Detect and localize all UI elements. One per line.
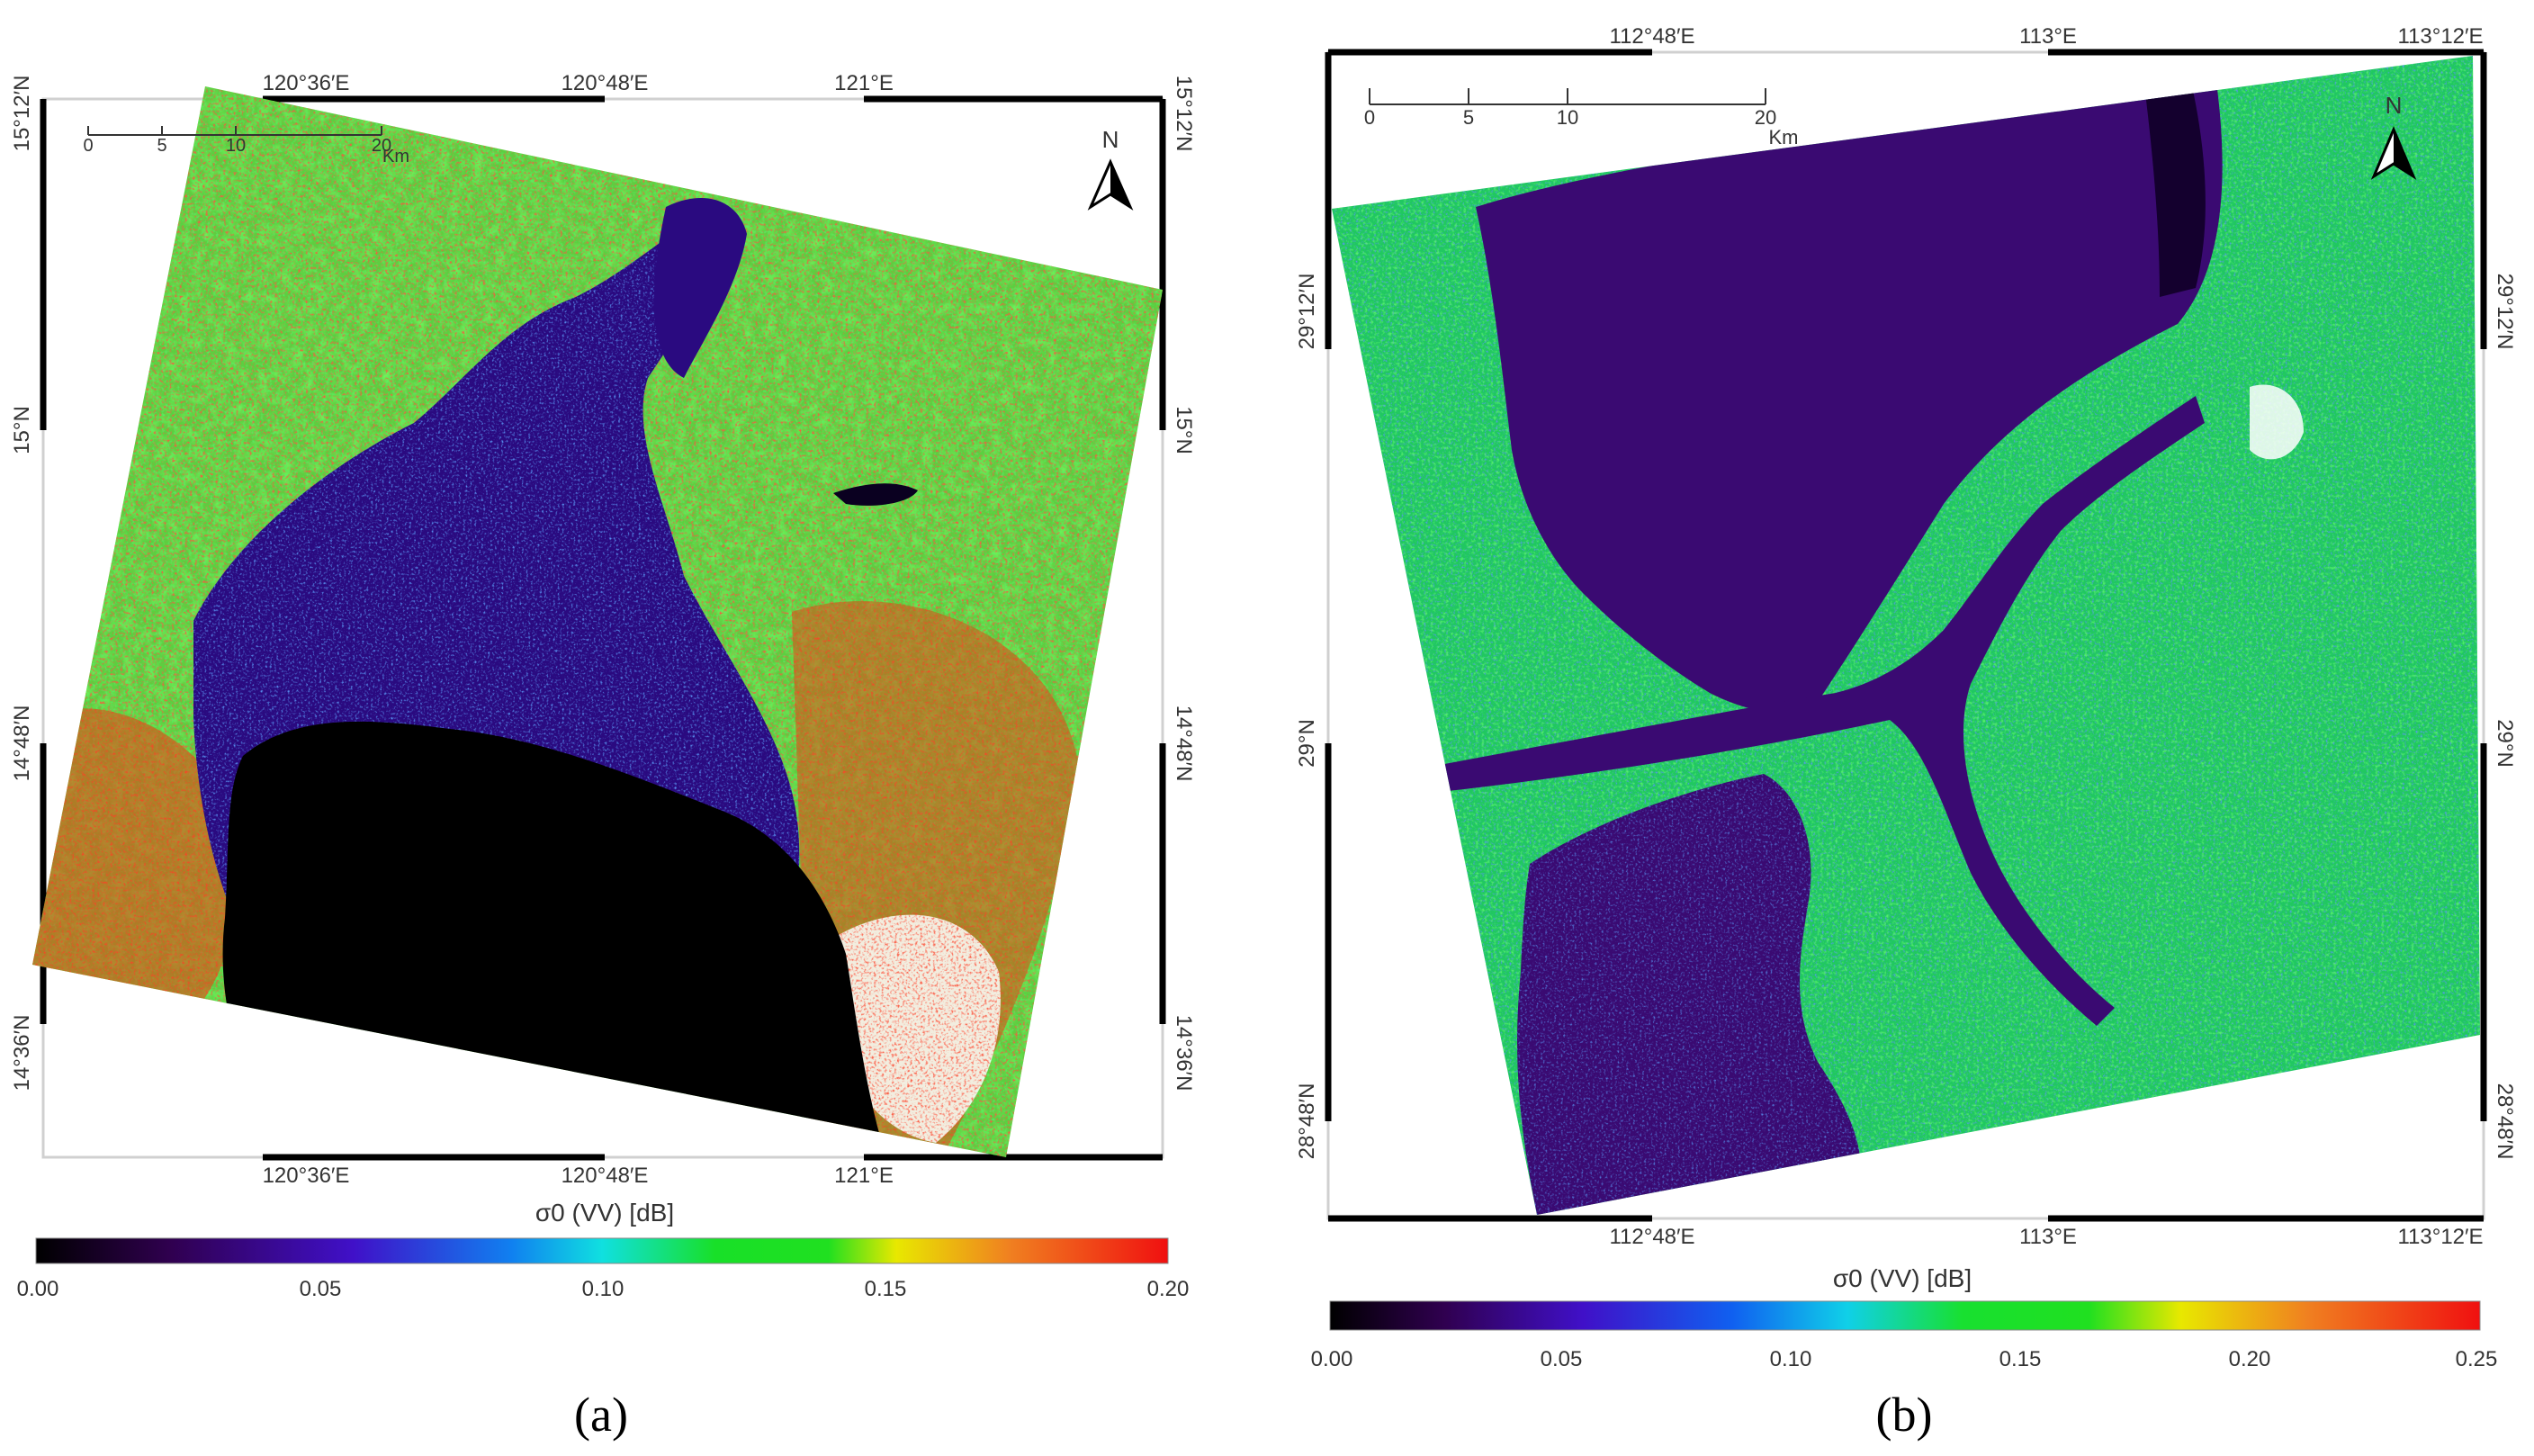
north-label-a: N (1102, 126, 1119, 153)
scale-tick-a-2: 10 (226, 136, 246, 156)
scale-tick-a-1: 5 (157, 136, 166, 156)
colorbar-tick-b-4: 0.20 (2229, 1347, 2271, 1371)
top-label-a-2: 121°E (834, 71, 894, 95)
colorbar-tick-a-0: 0.00 (17, 1277, 59, 1301)
scale-tick-b-3: 20 (1755, 106, 1776, 129)
left-label-a-0: 15°N (10, 406, 34, 454)
top-label-a-1: 120°48′E (562, 71, 649, 95)
bottom-label-a-1: 120°48′E (562, 1164, 649, 1188)
north-arrow-icon-a (1087, 158, 1134, 211)
bottom-label-a-0: 120°36′E (263, 1164, 350, 1188)
colorbar-title-a: σ0 (VV) [dB] (535, 1199, 674, 1227)
left-label-b-0: 29°12′N (1295, 274, 1319, 350)
panel-caption-a: (a) (574, 1388, 628, 1442)
scale-unit-b: Km (1769, 126, 1799, 148)
scale-bar-b (1369, 88, 1766, 105)
right-label-b-1: 29°N (2493, 719, 2517, 768)
right-label-a-2: 14°36′N (1172, 1015, 1196, 1092)
colorbar-title-b: σ0 (VV) [dB] (1833, 1264, 1972, 1292)
colorbar-tick-a-2: 0.10 (582, 1277, 625, 1301)
scale-tick-a-3: 20 (372, 136, 391, 156)
north-label-b: N (2386, 92, 2403, 119)
colorbar-tick-a-1: 0.05 (300, 1277, 342, 1301)
bottom-label-b-2: 113°12′E (2397, 1225, 2483, 1249)
left-label-b-2: 28°48′N (1295, 1083, 1319, 1160)
colorbar-a (35, 1237, 1169, 1264)
sar-image-b (1332, 56, 2480, 1215)
top-label-a-0: 120°36′E (263, 71, 350, 95)
corner-label-a-left: 15°12′N (10, 76, 34, 152)
right-label-b-2: 28°48′N (2493, 1083, 2517, 1160)
scale-tick-b-1: 5 (1463, 106, 1474, 129)
bottom-label-a-2: 121°E (834, 1164, 894, 1188)
colorbar-tick-b-2: 0.10 (1770, 1347, 1812, 1371)
graticule-border-b (1325, 49, 2487, 1222)
left-label-a-2: 14°36′N (10, 1015, 34, 1092)
sar-image-a (32, 86, 1163, 1157)
right-label-b-0: 29°12′N (2493, 274, 2517, 350)
colorbar-tick-a-4: 0.20 (1147, 1277, 1190, 1301)
bottom-label-b-0: 112°48′E (1609, 1225, 1694, 1249)
left-label-a-1: 14°48′N (10, 706, 34, 782)
scale-tick-b-0: 0 (1364, 106, 1375, 129)
left-label-b-1: 29°N (1295, 719, 1319, 768)
top-label-b-2: 113°12′E (2397, 24, 2483, 49)
colorbar-tick-b-0: 0.00 (1311, 1347, 1353, 1371)
scale-bar-a (87, 126, 382, 136)
top-label-b-0: 112°48′E (1609, 24, 1694, 49)
corner-label-a-right: 15°12′N (1172, 76, 1196, 152)
colorbar-tick-b-1: 0.05 (1541, 1347, 1583, 1371)
colorbar-tick-b-3: 0.15 (1999, 1347, 2042, 1371)
north-arrow-icon-b (2370, 126, 2417, 180)
bottom-label-b-1: 113°E (2019, 1225, 2077, 1249)
panel-caption-b: (b) (1876, 1388, 1933, 1442)
panel-a: 120°36′E 120°48′E 121°E 120°36′E 120°48′… (10, 71, 1196, 1442)
panel-b: 112°48′E 113°E 113°12′E 112°48′E 113°E 1… (1295, 24, 2517, 1442)
map-frame-b (1326, 50, 2485, 1220)
colorbar-b (1329, 1300, 2481, 1331)
scale-tick-b-2: 10 (1557, 106, 1578, 129)
colorbar-tick-b-5: 0.25 (2456, 1347, 2498, 1371)
top-label-b-1: 113°E (2019, 24, 2077, 49)
right-label-a-1: 14°48′N (1172, 706, 1196, 782)
right-label-a-0: 15°N (1172, 406, 1196, 454)
scale-tick-a-0: 0 (83, 136, 93, 156)
colorbar-tick-a-3: 0.15 (865, 1277, 907, 1301)
graticule-border-a (40, 95, 1166, 1161)
scale-unit-a: Km (382, 147, 409, 166)
